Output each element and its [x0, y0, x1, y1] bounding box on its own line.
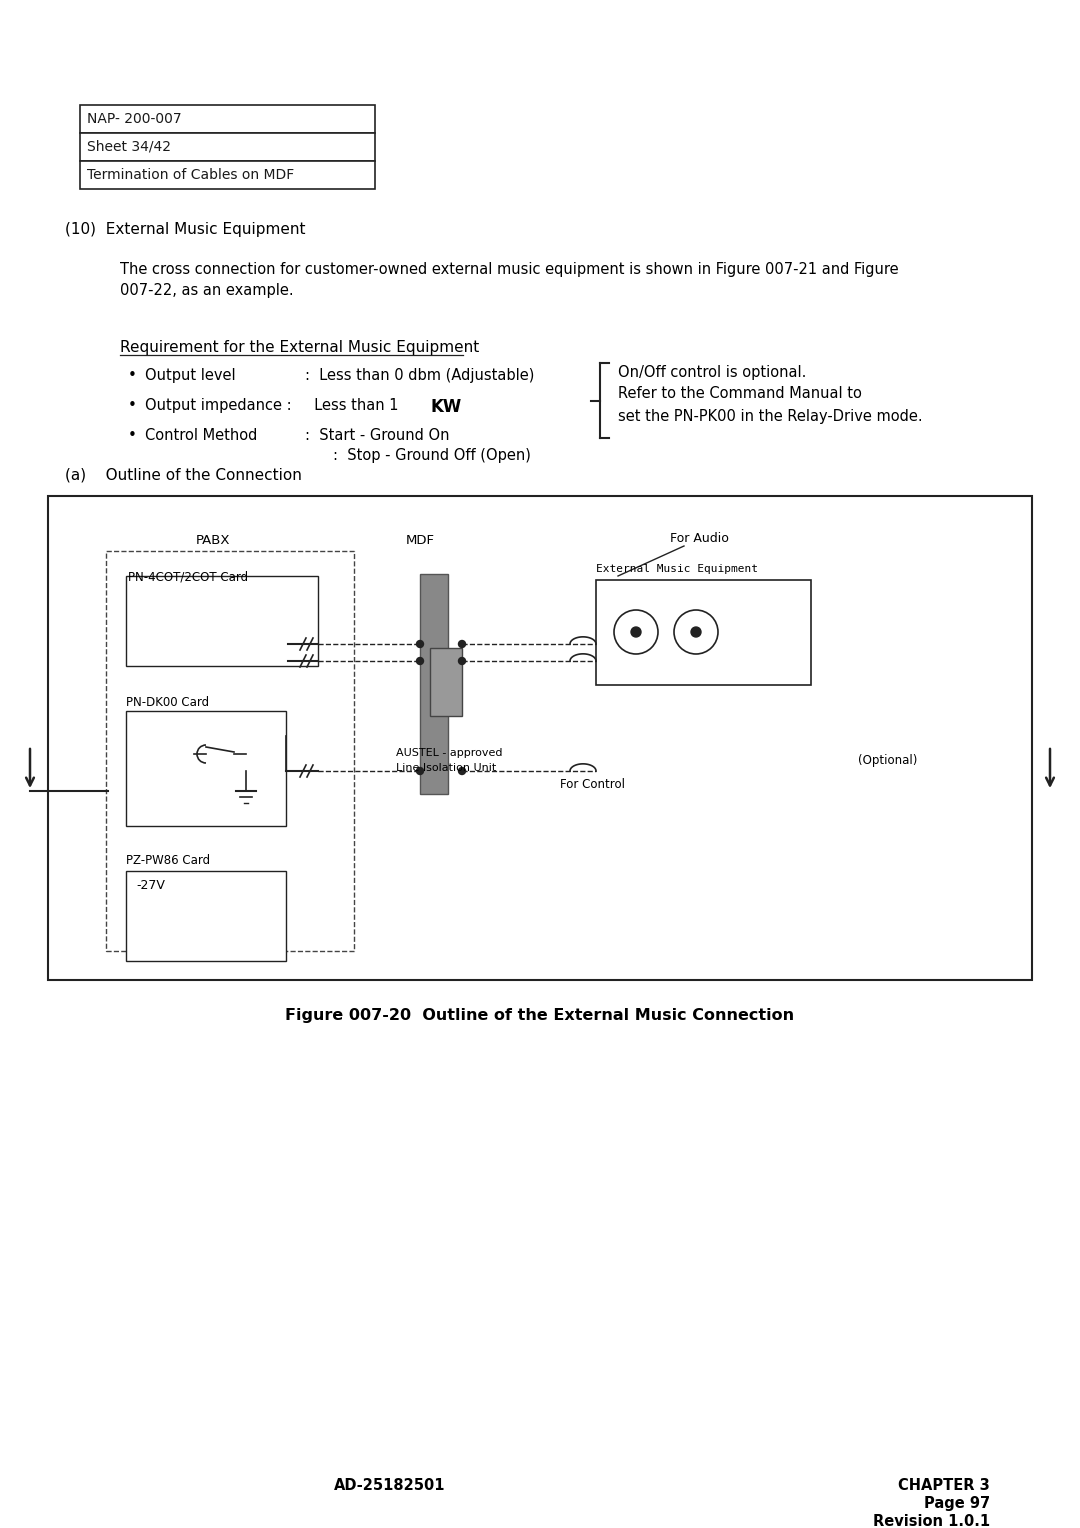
Text: For Audio: For Audio	[670, 532, 729, 545]
Text: Termination of Cables on MDF: Termination of Cables on MDF	[87, 168, 294, 182]
Bar	[126, 576, 318, 666]
Text: MDF: MDF	[406, 533, 435, 547]
Circle shape	[674, 610, 718, 654]
Circle shape	[459, 657, 465, 665]
Circle shape	[459, 640, 465, 648]
Bar	[596, 581, 811, 685]
Text: Figure 007-20  Outline of the External Music Connection: Figure 007-20 Outline of the External Mu…	[285, 1008, 795, 1024]
Text: :  Start - Ground On: : Start - Ground On	[305, 428, 449, 443]
Text: •: •	[129, 368, 137, 384]
Text: PZ-PW86 Card: PZ-PW86 Card	[126, 854, 211, 866]
Text: Line Isolation Unit: Line Isolation Unit	[396, 762, 496, 773]
Bar	[106, 552, 354, 950]
Circle shape	[417, 640, 423, 648]
Bar	[80, 105, 375, 133]
Text: Page 97: Page 97	[923, 1496, 990, 1511]
Bar	[80, 133, 375, 160]
Text: Output level: Output level	[145, 368, 235, 384]
Circle shape	[631, 626, 642, 637]
Text: KW: KW	[430, 397, 461, 416]
Text: CHAPTER 3: CHAPTER 3	[899, 1478, 990, 1493]
Circle shape	[417, 657, 423, 665]
Text: PABX: PABX	[195, 533, 230, 547]
Text: PN-4COT/2COT Card: PN-4COT/2COT Card	[129, 571, 248, 584]
Text: PN-DK00 Card: PN-DK00 Card	[126, 695, 210, 709]
Circle shape	[417, 767, 423, 775]
Text: Revision 1.0.1: Revision 1.0.1	[873, 1514, 990, 1528]
Text: (10)  External Music Equipment: (10) External Music Equipment	[65, 222, 306, 237]
Bar	[430, 648, 462, 717]
Text: For Control: For Control	[561, 778, 625, 792]
Text: On/Off control is optional.: On/Off control is optional.	[618, 365, 807, 380]
Text: Less than 1: Less than 1	[305, 397, 403, 413]
Text: •: •	[129, 397, 137, 413]
Circle shape	[615, 610, 658, 654]
Bar	[126, 871, 286, 961]
Circle shape	[459, 767, 465, 775]
Text: Refer to the Command Manual to: Refer to the Command Manual to	[618, 387, 862, 400]
Bar	[126, 711, 286, 827]
Text: -27V: -27V	[136, 879, 165, 892]
Text: •: •	[129, 428, 137, 443]
Text: AD-25182501: AD-25182501	[334, 1478, 446, 1493]
Text: set the PN-PK00 in the Relay-Drive mode.: set the PN-PK00 in the Relay-Drive mode.	[618, 410, 922, 423]
Bar	[48, 497, 1032, 979]
Text: :  Stop - Ground Off (Open): : Stop - Ground Off (Open)	[333, 448, 531, 463]
Circle shape	[691, 626, 701, 637]
Text: Output impedance :: Output impedance :	[145, 397, 292, 413]
Text: External Music Equipment: External Music Equipment	[596, 564, 758, 575]
Text: The cross connection for customer-owned external music equipment is shown in Fig: The cross connection for customer-owned …	[120, 261, 899, 298]
Text: (a)    Outline of the Connection: (a) Outline of the Connection	[65, 468, 302, 483]
Text: NAP- 200-007: NAP- 200-007	[87, 112, 181, 125]
Bar	[80, 160, 375, 189]
Text: (Optional): (Optional)	[858, 753, 917, 767]
Text: Requirement for the External Music Equipment: Requirement for the External Music Equip…	[120, 341, 480, 354]
Text: Sheet 34/42: Sheet 34/42	[87, 141, 171, 154]
Text: AUSTEL - approved: AUSTEL - approved	[396, 749, 502, 758]
Text: Control Method: Control Method	[145, 428, 257, 443]
Bar	[420, 575, 448, 795]
Text: :  Less than 0 dbm (Adjustable): : Less than 0 dbm (Adjustable)	[305, 368, 535, 384]
